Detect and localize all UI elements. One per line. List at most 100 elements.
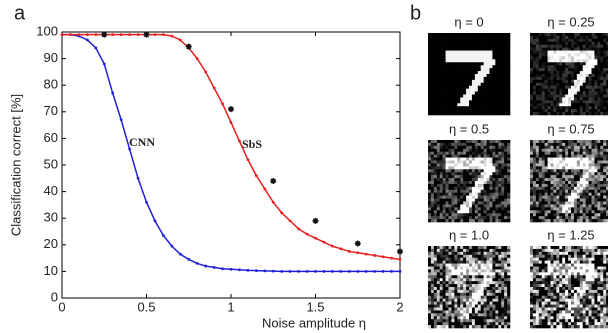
pixel [454,36,457,39]
pixel [574,169,577,172]
pixel [565,207,568,210]
pixel [571,65,574,68]
pixel [533,310,536,313]
pixel [466,80,469,83]
pixel [553,71,556,74]
pixel [501,92,504,95]
pixel [594,267,597,270]
pixel [451,322,454,325]
pixel [443,269,446,272]
pixel [469,163,472,166]
pixel [583,169,586,172]
pixel [451,97,454,100]
pixel [495,193,498,196]
pixel [481,313,484,316]
pixel [589,112,592,115]
pixel [586,97,589,100]
pixel [501,158,504,161]
pixel [437,319,440,322]
pixel [568,140,571,143]
pixel [487,302,490,305]
pixel [597,178,600,181]
pixel [487,92,490,95]
pixel [434,269,437,272]
pixel [478,146,481,149]
pixel [437,249,440,252]
pixel [466,172,469,175]
pixel [431,296,434,299]
pixel [457,313,460,316]
pixel [551,284,554,287]
pixel [457,210,460,213]
pixel [589,146,592,149]
pixel [577,161,580,164]
pixel [472,269,475,272]
pixel [559,178,562,181]
pixel [530,92,533,95]
pixel [440,252,443,255]
pixel [451,83,454,86]
pixel [498,269,501,272]
pixel [440,219,443,222]
pixel [556,319,559,322]
pixel [454,287,457,290]
pixel [574,140,577,143]
pixel [451,305,454,308]
series-point [204,265,207,268]
pixel [551,33,554,36]
pixel [469,80,472,83]
pixel [571,86,574,89]
pixel [449,305,452,308]
pixel [460,269,463,272]
pixel [542,62,545,65]
pixel [443,175,446,178]
pixel [553,308,556,311]
pixel [559,100,562,103]
pixel [428,158,431,161]
pixel [498,284,501,287]
pixel [451,313,454,316]
pixel [504,42,507,45]
pixel [504,299,507,302]
pixel [507,249,510,252]
pixel [492,109,495,112]
pixel [475,166,478,169]
pixel [548,97,551,100]
pixel [583,210,586,213]
pixel [533,187,536,190]
pixel [562,275,565,278]
pixel [574,39,577,42]
pixel [484,219,487,222]
pixel [603,199,606,202]
pixel [490,202,493,205]
pixel [548,140,551,143]
pixel [463,284,466,287]
pixel [589,178,592,181]
pixel [568,202,571,205]
pixel [466,261,469,264]
pixel [490,325,493,328]
pixel [431,313,434,316]
pixel [571,56,574,59]
pixel [539,219,542,222]
pixel [594,246,597,249]
pixel [589,48,592,51]
pixel [545,42,548,45]
pixel [580,36,583,39]
pixel [437,92,440,95]
pixel [463,267,466,270]
pixel [440,106,443,109]
pixel [449,155,452,158]
pixel [434,155,437,158]
pixel [542,305,545,308]
pixel [428,269,431,272]
pixel [437,80,440,83]
pixel [451,310,454,313]
pixel [490,77,493,80]
pixel [592,86,595,89]
pixel [589,80,592,83]
pixel [472,97,475,100]
pixel [440,308,443,311]
pixel [594,149,597,152]
pixel [542,161,545,164]
